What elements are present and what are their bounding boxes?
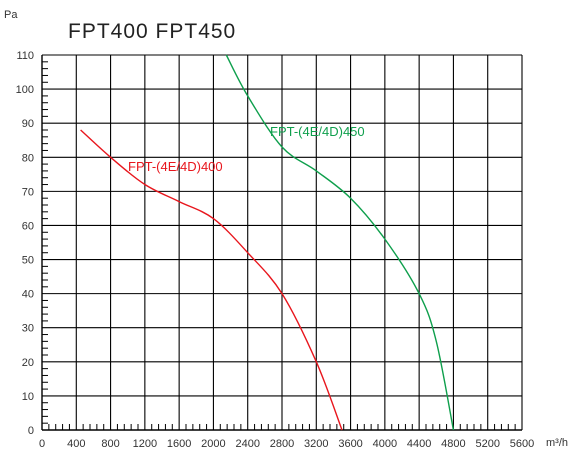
x-tick-label: 3600 [338, 438, 362, 450]
x-tick-label: 5600 [510, 438, 534, 450]
y-tick-label: 110 [16, 50, 34, 62]
x-tick-label: 1200 [133, 438, 157, 450]
y-tick-label: 10 [22, 391, 34, 403]
x-tick-label: 400 [67, 438, 85, 450]
y-tick-label: 80 [22, 152, 34, 164]
x-tick-label: 2800 [270, 438, 294, 450]
series-label-1: FPT-(4E/4D)450 [270, 124, 365, 139]
series-line-1 [225, 54, 455, 431]
grid [41, 54, 523, 431]
y-tick-label: 50 [22, 255, 34, 267]
minor-ticks [42, 61, 516, 430]
y-tick-label: 100 [16, 84, 34, 96]
x-tick-label: 4400 [407, 438, 431, 450]
chart-title: FPT400 FPT450 [68, 20, 236, 43]
y-tick-label: 60 [22, 220, 34, 232]
series-layer [80, 54, 455, 431]
x-tick-label: 2000 [201, 438, 225, 450]
x-tick-label: 0 [39, 438, 45, 450]
x-tick-label: 5200 [475, 438, 499, 450]
x-tick-label: 3200 [304, 438, 328, 450]
x-tick-label: 4800 [441, 438, 465, 450]
series-label-0: FPT-(4E/4D)400 [128, 159, 223, 174]
y-tick-label: 30 [22, 323, 34, 335]
x-tick-label: 1600 [167, 438, 191, 450]
y-tick-label: 40 [22, 289, 34, 301]
y-tick-label: 20 [22, 357, 34, 369]
series-line-0 [80, 129, 343, 431]
y-tick-label: 90 [22, 118, 34, 130]
x-tick-label: 4000 [373, 438, 397, 450]
x-tick-label: 800 [101, 438, 119, 450]
y-tick-label: 70 [22, 186, 34, 198]
tick-labels: 0 10 20 30 40 50 60 70 80 90 100 110 0 400 800 1200 1600… [16, 50, 535, 450]
series-labels: FPT-(4E/4D)400 FPT-(4E/4D)450 [128, 124, 365, 174]
y-tick-label: 0 [28, 425, 34, 437]
x-tick-label: 2400 [235, 438, 259, 450]
x-axis-label: m³/h [546, 437, 568, 449]
y-axis-label: Pa [4, 9, 18, 21]
